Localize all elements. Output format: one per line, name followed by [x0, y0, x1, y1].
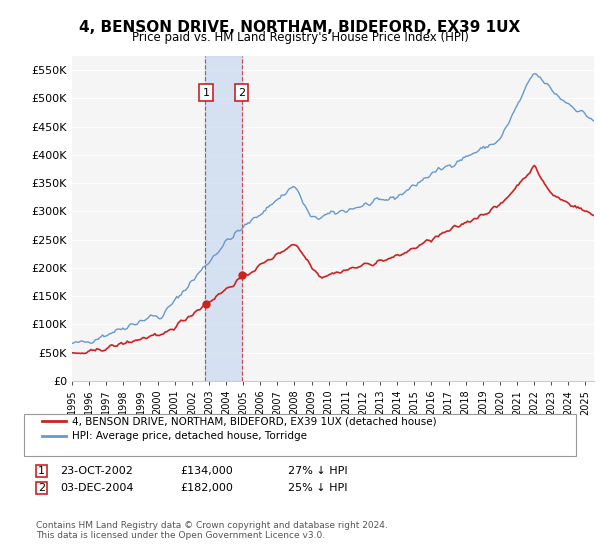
Text: 25% ↓ HPI: 25% ↓ HPI: [288, 483, 347, 493]
Bar: [205, 56, 242, 381]
Text: 1: 1: [203, 88, 210, 97]
Text: 2: 2: [38, 483, 45, 493]
Text: 1: 1: [38, 466, 45, 476]
Text: 27% ↓ HPI: 27% ↓ HPI: [288, 466, 347, 476]
Text: 2: 2: [238, 88, 245, 97]
Text: £182,000: £182,000: [180, 483, 233, 493]
Text: Contains HM Land Registry data © Crown copyright and database right 2024.
This d: Contains HM Land Registry data © Crown c…: [36, 521, 388, 540]
Text: Price paid vs. HM Land Registry's House Price Index (HPI): Price paid vs. HM Land Registry's House …: [131, 31, 469, 44]
Text: HPI: Average price, detached house, Torridge: HPI: Average price, detached house, Torr…: [72, 431, 307, 441]
Text: £134,000: £134,000: [180, 466, 233, 476]
Text: 4, BENSON DRIVE, NORTHAM, BIDEFORD, EX39 1UX: 4, BENSON DRIVE, NORTHAM, BIDEFORD, EX39…: [79, 20, 521, 35]
Text: 23-OCT-2002: 23-OCT-2002: [60, 466, 133, 476]
Text: 4, BENSON DRIVE, NORTHAM, BIDEFORD, EX39 1UX (detached house): 4, BENSON DRIVE, NORTHAM, BIDEFORD, EX39…: [72, 416, 437, 426]
Text: 03-DEC-2004: 03-DEC-2004: [60, 483, 133, 493]
